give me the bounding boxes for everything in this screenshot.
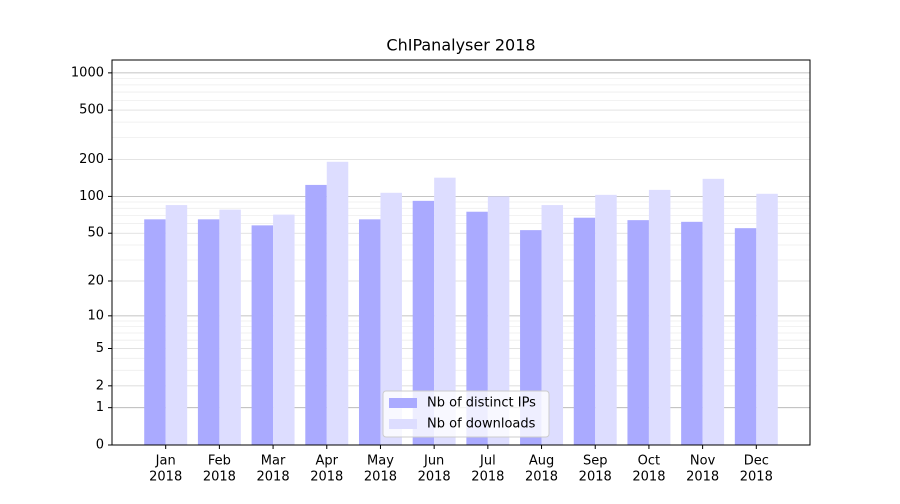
bar xyxy=(466,211,488,445)
y-tick-label: 100 xyxy=(79,189,104,204)
y-tick-label: 1 xyxy=(96,400,104,415)
bar xyxy=(756,193,778,445)
bar xyxy=(144,219,166,445)
x-tick-label: 2018 xyxy=(418,470,451,485)
x-tick-label: 2018 xyxy=(149,470,182,485)
x-tick-label: 2018 xyxy=(257,470,290,485)
x-tick-label: Jun xyxy=(423,454,444,469)
bar xyxy=(219,209,241,445)
x-tick-label: 2018 xyxy=(686,470,719,485)
x-tick-label: Nov xyxy=(690,454,716,469)
x-tick-label: Feb xyxy=(208,454,231,469)
bar xyxy=(541,205,564,445)
y-tick-label: 2 xyxy=(96,378,104,393)
y-tick-label: 50 xyxy=(87,226,104,241)
bar xyxy=(412,200,435,445)
chart-title: ChIPanalyser 2018 xyxy=(386,36,535,55)
x-tick-label: Dec xyxy=(744,454,769,469)
y-tick-label: 200 xyxy=(79,152,104,167)
bar xyxy=(702,178,725,446)
x-tick-label: May xyxy=(367,454,394,469)
bar xyxy=(380,192,402,445)
bar xyxy=(165,205,188,445)
legend-label: Nb of distinct IPs xyxy=(427,396,536,411)
bar xyxy=(648,189,671,445)
legend-box xyxy=(382,390,550,438)
bar xyxy=(595,194,617,445)
bar xyxy=(434,177,456,445)
x-tick-label: 2018 xyxy=(740,470,773,485)
x-tick-label: 2018 xyxy=(203,470,236,485)
bar xyxy=(326,161,349,445)
x-tick-label: 2018 xyxy=(579,470,612,485)
x-tick-label: Jan xyxy=(155,454,176,469)
y-tick-label: 1000 xyxy=(71,65,104,80)
y-tick-label: 10 xyxy=(87,308,104,323)
bar xyxy=(734,228,757,445)
bar xyxy=(573,217,596,445)
axes-frame xyxy=(111,59,811,446)
bar xyxy=(251,225,274,445)
x-tick-label: 2018 xyxy=(364,470,397,485)
bar xyxy=(487,196,510,445)
x-tick-label: 2018 xyxy=(471,470,504,485)
bar xyxy=(681,221,703,445)
x-tick-label: 2018 xyxy=(525,470,558,485)
x-tick-label: 2018 xyxy=(632,470,665,485)
x-tick-label: Oct xyxy=(638,454,660,469)
y-tick-label: 5 xyxy=(96,341,104,356)
x-tick-label: 2018 xyxy=(310,470,343,485)
x-tick-label: Aug xyxy=(529,454,554,469)
y-tick-label: 0 xyxy=(96,438,104,453)
bar xyxy=(627,220,649,445)
legend-swatch xyxy=(389,398,417,408)
y-tick-label: 20 xyxy=(87,274,104,289)
bar xyxy=(197,219,220,445)
x-tick-label: Jul xyxy=(479,454,496,469)
x-tick-label: Mar xyxy=(261,454,286,469)
legend-swatch xyxy=(389,419,417,429)
bar xyxy=(305,184,327,445)
y-tick-label: 500 xyxy=(79,103,104,118)
x-tick-label: Apr xyxy=(316,454,339,469)
x-tick-label: Sep xyxy=(583,454,608,469)
bar xyxy=(358,219,381,445)
legend-label: Nb of downloads xyxy=(427,417,536,432)
bar xyxy=(273,214,295,445)
